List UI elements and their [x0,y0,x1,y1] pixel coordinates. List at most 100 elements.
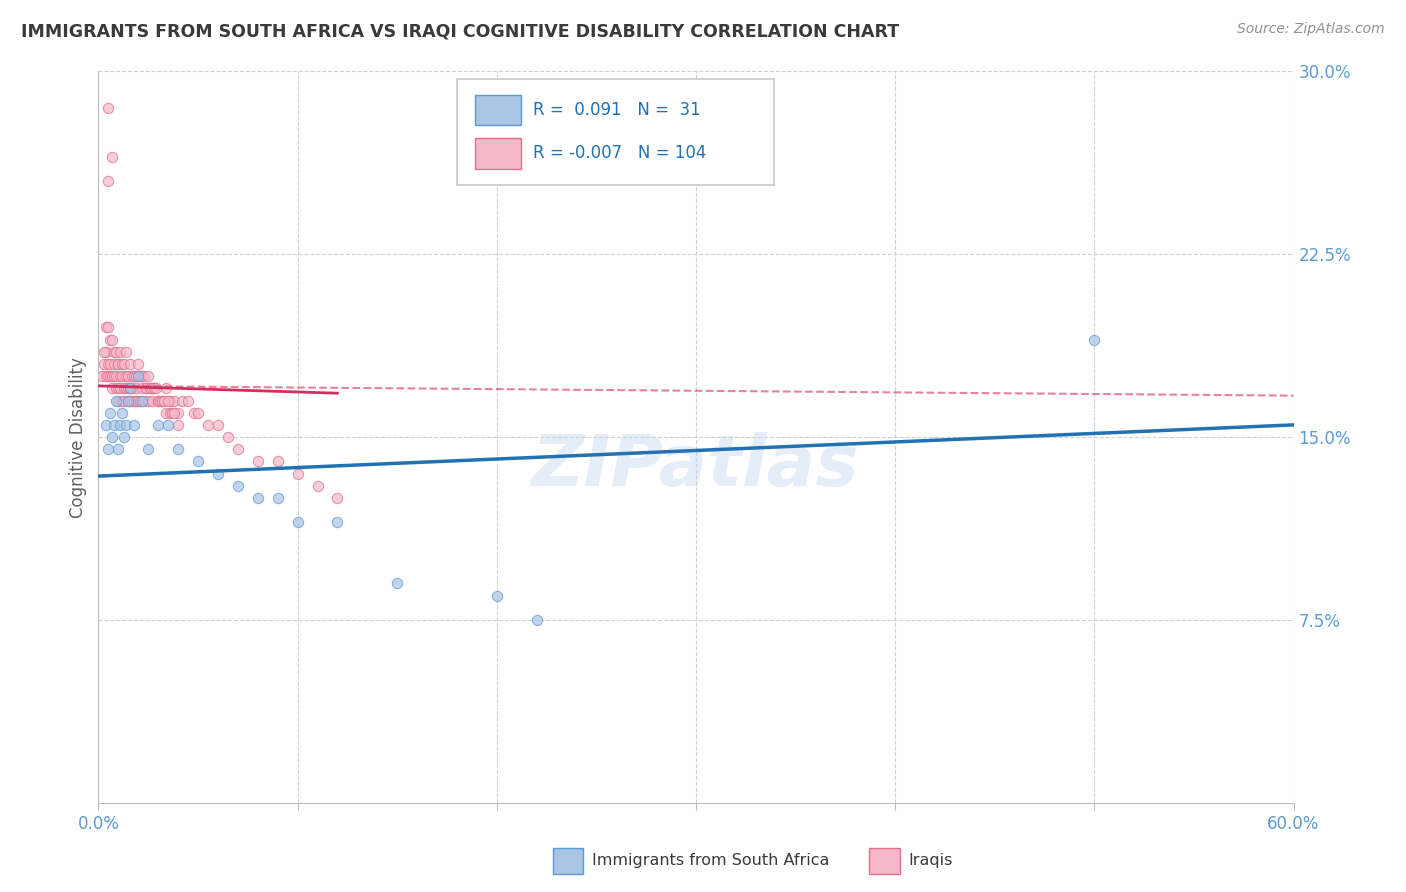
Point [155,381,177,395]
Point [103,344,125,359]
Point [167,442,190,457]
Point [97,320,120,334]
Point [96,369,118,384]
Point [101,150,124,164]
Point [112,381,135,395]
Point [120,393,142,408]
Point [131,381,153,395]
Point [160,406,183,420]
Point [129,393,152,408]
Point [105,369,128,384]
Point [129,369,152,384]
Point [139,381,162,395]
Point [97,357,120,371]
Point [145,381,167,395]
Point [197,417,219,432]
Point [136,393,159,408]
Point [107,357,129,371]
Point [135,381,157,395]
Point [93,344,115,359]
Point [125,381,148,395]
Y-axis label: Cognitive Disability: Cognitive Disability [69,357,87,517]
Point [120,381,142,395]
Point [107,442,129,457]
Point [159,393,181,408]
Point [150,393,173,408]
Point [127,369,149,384]
Point [159,406,181,420]
Point [125,369,148,384]
Point [150,393,173,408]
Point [105,393,128,408]
Point [115,344,138,359]
Point [134,393,156,408]
Point [385,576,409,591]
Point [96,344,118,359]
FancyBboxPatch shape [475,95,522,125]
Point [110,344,132,359]
Point [148,393,170,408]
Point [124,369,146,384]
Point [97,442,120,457]
Point [103,357,125,371]
Point [91,369,114,384]
Point [163,406,186,420]
Text: Iraqis: Iraqis [908,854,953,868]
Point [98,333,122,347]
Point [167,406,190,420]
Point [141,393,163,408]
Point [136,442,159,457]
Point [115,381,138,395]
Point [134,369,156,384]
Point [187,454,209,468]
Point [98,369,122,384]
Point [98,406,122,420]
Point [155,406,177,420]
Point [97,174,120,188]
Text: ZIPatlas: ZIPatlas [533,432,859,500]
Point [110,381,132,395]
Point [226,479,249,493]
FancyBboxPatch shape [457,78,773,185]
Point [103,369,125,384]
Point [115,369,138,384]
Point [121,381,143,395]
Point [121,369,143,384]
Point [187,406,209,420]
Point [287,516,309,530]
Point [226,442,249,457]
Point [267,491,290,505]
Point [141,381,163,395]
Point [167,417,190,432]
FancyBboxPatch shape [475,138,522,169]
Point [117,381,139,395]
Point [117,369,139,384]
Point [183,406,205,420]
Point [157,393,180,408]
Point [1083,333,1105,347]
Point [177,393,200,408]
Point [112,430,135,444]
Point [107,393,129,408]
Text: R = -0.007   N = 104: R = -0.007 N = 104 [533,145,707,162]
Point [135,381,157,395]
Point [121,393,143,408]
Point [124,369,146,384]
Point [207,467,229,481]
Point [101,369,124,384]
Point [153,393,176,408]
Point [131,369,153,384]
Point [139,381,162,395]
Point [107,381,129,395]
Point [110,369,132,384]
Point [110,417,132,432]
Point [127,393,149,408]
Point [136,369,159,384]
Point [111,406,134,420]
Point [117,393,139,408]
Text: R =  0.091   N =  31: R = 0.091 N = 31 [533,101,702,119]
Point [101,381,124,395]
Point [111,369,134,384]
Point [112,357,135,371]
Point [326,491,349,505]
